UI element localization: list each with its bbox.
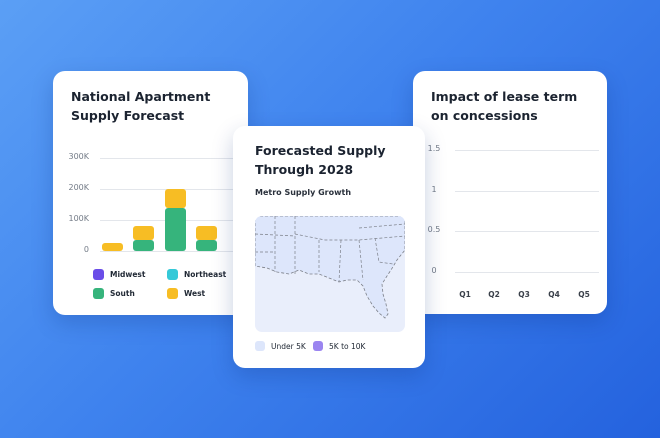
x-tick-label: Q2 <box>488 290 500 299</box>
supply-forecast-card: National Apartment Supply Forecast 300K 2… <box>53 71 248 315</box>
legend-swatch <box>313 341 323 351</box>
bar-segment-west <box>132 226 154 241</box>
supply-bar-chart: 300K 200K 100K 0 <box>53 71 248 315</box>
y-tick-label: 0 <box>83 245 89 254</box>
y-gridline <box>455 272 599 273</box>
legend-label: South <box>110 289 135 298</box>
y-tick-label: 0.5 <box>427 225 441 235</box>
map-card-title: Forecasted Supply Through 2028 <box>255 143 386 177</box>
y-gridline <box>455 231 599 233</box>
legend-label: 5K to 10K <box>329 341 366 351</box>
map-subtitle: Metro Supply Growth <box>255 188 352 197</box>
bar-segment-south <box>195 240 217 251</box>
forecast-map-card: Forecasted Supply Through 2028 Metro Sup… <box>233 126 425 368</box>
x-tick-label: Q5 <box>578 290 590 299</box>
y-tick-label: 1.5 <box>427 144 441 153</box>
legend-swatch <box>167 269 178 280</box>
y-gridline <box>455 150 599 151</box>
metro-supply-map[interactable] <box>255 216 405 332</box>
legend-item-northeast: Northeast <box>167 269 226 280</box>
bar-segment-west <box>195 226 217 241</box>
bar-segment-west <box>164 189 186 208</box>
bar-segment-south <box>164 207 186 251</box>
y-tick-label: 0 <box>431 266 437 275</box>
legend-swatch <box>93 288 104 299</box>
legend-label: Under 5K <box>271 341 306 351</box>
lease-term-card: Impact of lease term on concessions 1.5 1… <box>413 71 607 314</box>
lease-line-chart: 1.5 1 0.5 0 Q1 Q2 Q3 Q4 Q5 <box>413 71 607 314</box>
bar-segment-south <box>132 240 154 251</box>
legend-label: West <box>184 289 206 298</box>
legend-label: Northeast <box>184 270 227 279</box>
y-gridline <box>100 158 233 159</box>
lease-card-title: Impact of lease term on concessions <box>431 89 578 123</box>
us-southeast-map <box>255 216 405 319</box>
legend-swatch <box>93 269 104 280</box>
map-legend-item: 5K to 10K <box>313 341 365 351</box>
legend-swatch <box>167 288 178 299</box>
y-tick-label: 200K <box>68 183 89 192</box>
x-tick-label: Q1 <box>459 290 471 299</box>
y-tick-label: 1 <box>431 184 437 194</box>
y-gridline <box>100 251 233 252</box>
bar-segment-west <box>101 243 123 251</box>
map-legend-item: Under 5K <box>255 341 306 351</box>
x-tick-label: Q3 <box>518 290 530 299</box>
y-tick-label: 100K <box>68 214 89 223</box>
legend-swatch <box>255 341 265 351</box>
legend-label: Midwest <box>110 270 146 279</box>
legend-item-south: South <box>93 288 135 299</box>
legend-item-midwest: Midwest <box>93 269 145 280</box>
state-borders <box>255 216 405 283</box>
x-tick-label: Q4 <box>548 290 560 299</box>
legend-item-west: West <box>167 288 205 299</box>
y-gridline <box>455 190 599 192</box>
region-landmass <box>255 216 405 319</box>
supply-card-title: National Apartment Supply Forecast <box>71 89 211 123</box>
y-tick-label: 300K <box>68 152 89 161</box>
